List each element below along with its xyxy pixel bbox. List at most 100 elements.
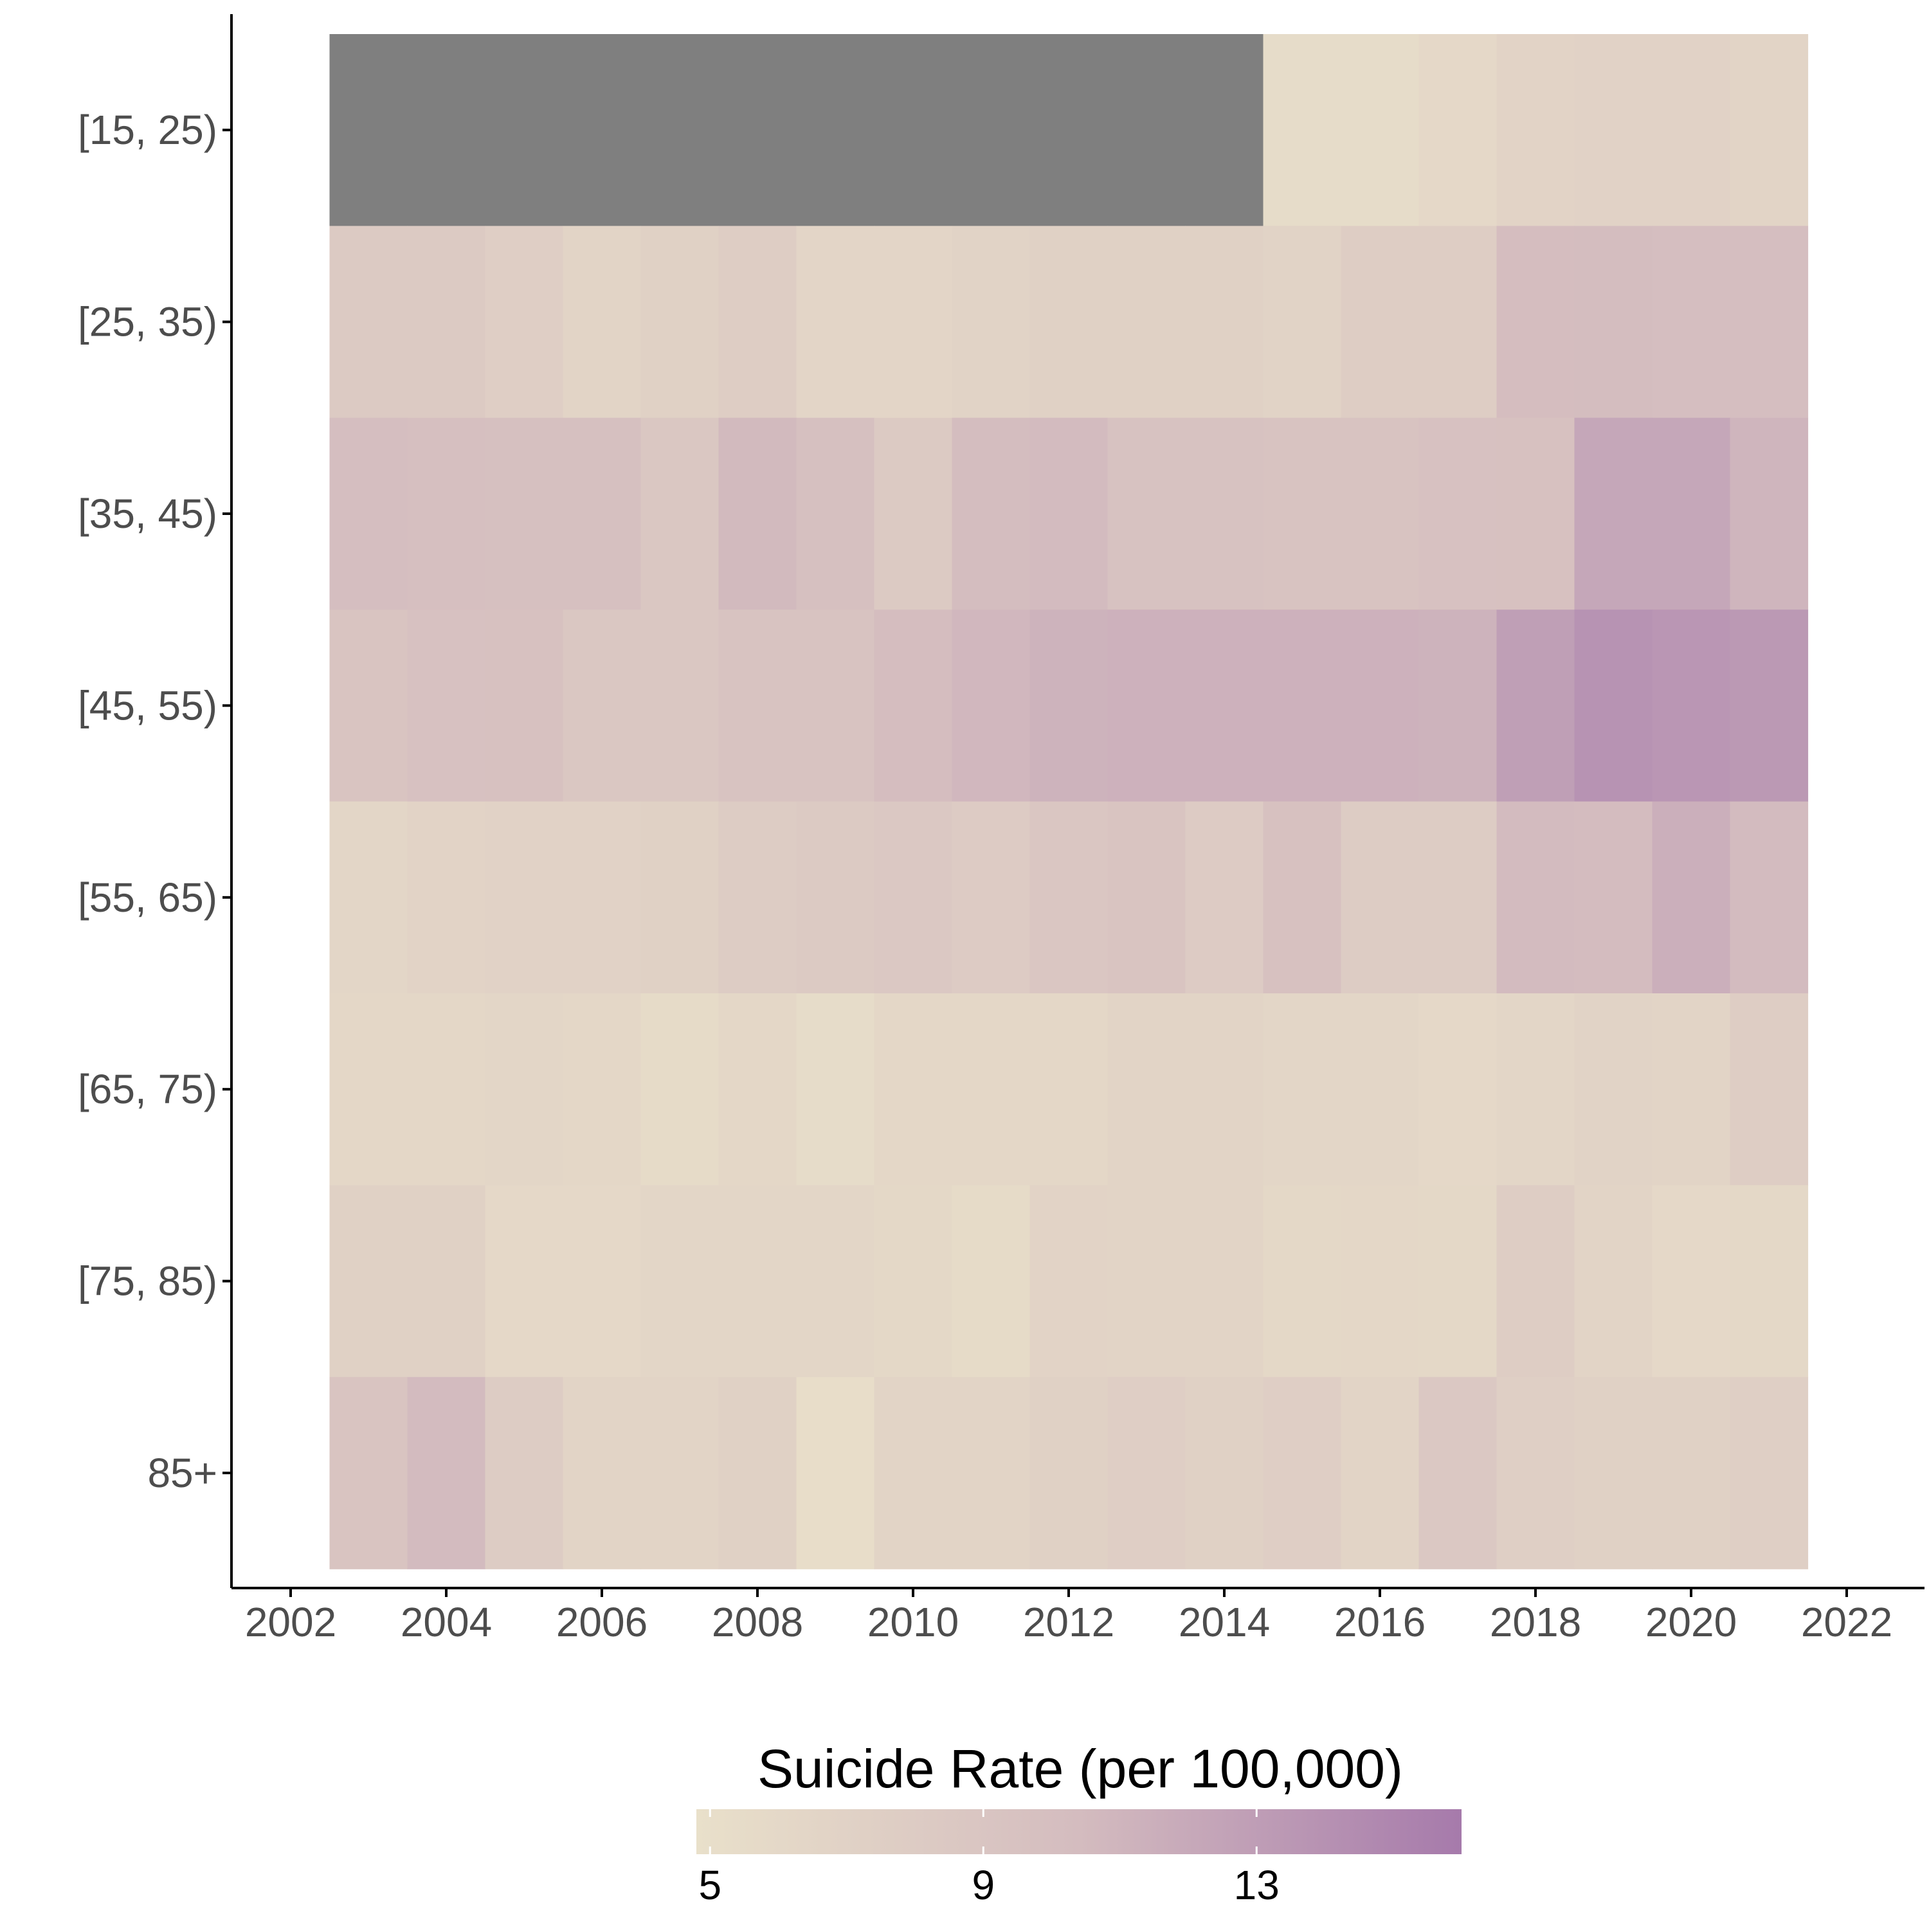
heatmap-cell (1418, 226, 1498, 419)
heatmap-cell (640, 609, 720, 802)
heatmap-cell (640, 417, 720, 610)
heatmap-cell (1574, 226, 1653, 419)
heatmap-cell (1574, 801, 1653, 994)
heatmap-cell (1263, 226, 1342, 419)
x-axis-tick-label: 2012 (1023, 1599, 1114, 1645)
heatmap-cell (640, 34, 720, 226)
heatmap-cell (485, 34, 564, 226)
x-axis-tick-label: 2002 (245, 1599, 336, 1645)
heatmap-cell (1107, 993, 1186, 1186)
heatmap-cell (1107, 226, 1186, 419)
heatmap-cell (1496, 801, 1575, 994)
heatmap-cell (1574, 993, 1653, 1186)
heatmap-cell (718, 1185, 797, 1378)
heatmap-cell (1496, 1377, 1575, 1569)
y-axis-tick-labels: [15, 25) [25, 35) [35, 45) [45, 55) [55, 65)… (78, 107, 217, 1496)
heatmap-cell (485, 1185, 564, 1378)
heatmap-cell (1574, 1377, 1653, 1569)
heatmap-cell (1107, 801, 1186, 994)
color-legend: Suicide Rate (per 100,000) 5 9 13 (696, 1738, 1462, 1908)
heatmap-cell (1730, 226, 1809, 419)
heatmap-cell (1574, 609, 1653, 802)
heatmap-cell (329, 1377, 408, 1569)
heatmap-cell (1263, 1185, 1342, 1378)
heatmap-cell (1185, 34, 1264, 226)
heatmap-cell (1418, 609, 1498, 802)
heatmap-cell (563, 609, 642, 802)
heatmap-cell (1341, 993, 1420, 1186)
heatmap-cell (874, 417, 953, 610)
heatmap-cell (1341, 609, 1420, 802)
heatmap-cell (1652, 34, 1731, 226)
heatmap-cell (407, 1185, 486, 1378)
heatmap-cell (329, 801, 408, 994)
heatmap-cell (1496, 609, 1575, 802)
heatmap-cell (485, 609, 564, 802)
heatmap-cell (952, 34, 1031, 226)
heatmap-cell (1418, 801, 1498, 994)
heatmap-cell (874, 609, 953, 802)
heatmap-cell (1652, 993, 1731, 1186)
heatmap-cell (485, 417, 564, 610)
y-axis-tick-label: [15, 25) (78, 107, 217, 153)
heatmap-cell (563, 226, 642, 419)
heatmap-cell (1496, 993, 1575, 1186)
heatmap-cell (1029, 1377, 1109, 1569)
heatmap-cell (1185, 801, 1264, 994)
y-axis-tick-label: 85+ (147, 1450, 217, 1496)
heatmap-cell (1263, 34, 1342, 226)
x-axis-tick-label: 2004 (401, 1599, 492, 1645)
heatmap-cell (485, 1377, 564, 1569)
heatmap-cell (407, 609, 486, 802)
y-axis-tick-label: [25, 35) (78, 299, 217, 345)
heatmap-cell (1652, 226, 1731, 419)
x-axis-tick-labels: 2002 2004 2006 2008 2010 2012 2014 2016 2018 2020… (245, 1599, 1892, 1645)
heatmap-cell (485, 993, 564, 1186)
heatmap-cell (952, 1185, 1031, 1378)
heatmap-cell (640, 993, 720, 1186)
heatmap-cell (1185, 609, 1264, 802)
heatmap-cell (718, 801, 797, 994)
heatmap-cell (640, 1377, 720, 1569)
x-axis-tick-label: 2022 (1801, 1599, 1892, 1645)
heatmap-cell (563, 801, 642, 994)
heatmap-cell (718, 417, 797, 610)
heatmap-cell (563, 1377, 642, 1569)
legend-tick-label: 13 (1234, 1862, 1280, 1908)
heatmap-cell (1107, 1185, 1186, 1378)
heatmap-cell (407, 993, 486, 1186)
heatmap-cell (1341, 801, 1420, 994)
legend-colorbar (696, 1809, 1462, 1854)
heatmap-cell (1652, 1185, 1731, 1378)
heatmap-cell (1185, 1377, 1264, 1569)
heatmap-tiles (329, 34, 1809, 1569)
heatmap-cell (796, 226, 875, 419)
heatmap-cell (640, 1185, 720, 1378)
heatmap-cell (1341, 417, 1420, 610)
heatmap-cell (1730, 1185, 1809, 1378)
heatmap-cell (1185, 993, 1264, 1186)
heatmap-cell (1185, 417, 1264, 610)
heatmap-cell (874, 993, 953, 1186)
heatmap-cell (407, 226, 486, 419)
heatmap-cell (1029, 801, 1109, 994)
heatmap-cell (1574, 417, 1653, 610)
heatmap-cell (407, 1377, 486, 1569)
heatmap-cell (1730, 993, 1809, 1186)
heatmap-cell (1418, 1185, 1498, 1378)
heatmap-cell (640, 801, 720, 994)
x-axis-tick-label: 2006 (556, 1599, 648, 1645)
heatmap-cell (1029, 226, 1109, 419)
heatmap-cell (1496, 226, 1575, 419)
heatmap-cell (407, 34, 486, 226)
heatmap-cell (718, 226, 797, 419)
heatmap-cell (796, 993, 875, 1186)
heatmap-cell (329, 993, 408, 1186)
heatmap-cell (1341, 226, 1420, 419)
heatmap-cell (1029, 1185, 1109, 1378)
heatmap-cell (952, 801, 1031, 994)
y-axis-tick-label: [55, 65) (78, 874, 217, 921)
heatmap-cell (485, 226, 564, 419)
heatmap-cell (329, 34, 408, 226)
